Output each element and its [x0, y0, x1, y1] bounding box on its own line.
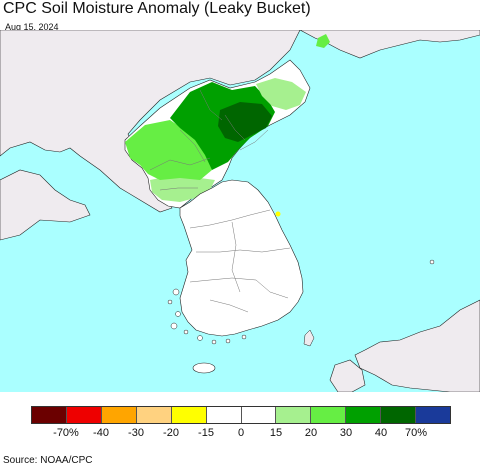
source-credit: Source: NOAA/CPC: [3, 455, 93, 466]
color-legend: [31, 406, 451, 424]
legend-tick-label: -70%: [53, 427, 79, 439]
legend-swatch: [311, 407, 347, 423]
legend-swatch: [276, 407, 312, 423]
anomaly-light-green-ne: [256, 78, 306, 110]
shandong-peninsula: [0, 169, 91, 241]
legend-swatch: [32, 407, 67, 423]
legend-tick-label: 15: [269, 427, 283, 439]
tsushima: [303, 329, 315, 347]
legend-ticks: -70% -40 -30 -20 -15 0 15 20 30 40 70%: [0, 427, 480, 443]
legend-tick-label: 20: [304, 427, 318, 439]
legend-swatch: [136, 407, 172, 423]
legend-swatch: [346, 407, 382, 423]
soil-moisture-map: [0, 30, 480, 392]
legend-swatch: [381, 407, 417, 423]
jeju-island: [192, 362, 216, 374]
legend-swatch: [416, 407, 451, 423]
japan-landmass: [354, 299, 480, 392]
legend-tick-label: 70%: [404, 427, 428, 439]
kyushu: [329, 359, 366, 392]
province-borders: [149, 89, 269, 191]
legend-swatch: [66, 407, 102, 423]
legend-tick-label: -30: [128, 427, 144, 439]
map-title: CPC Soil Moisture Anomaly (Leaky Bucket): [3, 0, 311, 17]
legend-swatch: [101, 407, 137, 423]
legend-swatch: [241, 407, 277, 423]
legend-tick-label: -20: [163, 427, 179, 439]
legend-swatch: [206, 407, 242, 423]
legend-tick-label: 0: [237, 427, 245, 439]
map-date: Aug 15, 2024: [5, 22, 59, 32]
legend-swatch: [171, 407, 207, 423]
anomaly-small-green: [316, 34, 330, 48]
south-korea-land: [179, 179, 304, 337]
coastal-islands: [167, 288, 247, 345]
ulleung-island: [429, 259, 435, 265]
legend-tick-label: 40: [374, 427, 388, 439]
legend-tick-label: 30: [339, 427, 353, 439]
legend-tick-label: -15: [198, 427, 214, 439]
anomaly-darkest-green: [218, 102, 272, 142]
anomaly-yellow-spot: [275, 211, 281, 217]
legend-tick-label: -40: [93, 427, 109, 439]
sk-province-borders: [189, 209, 291, 313]
